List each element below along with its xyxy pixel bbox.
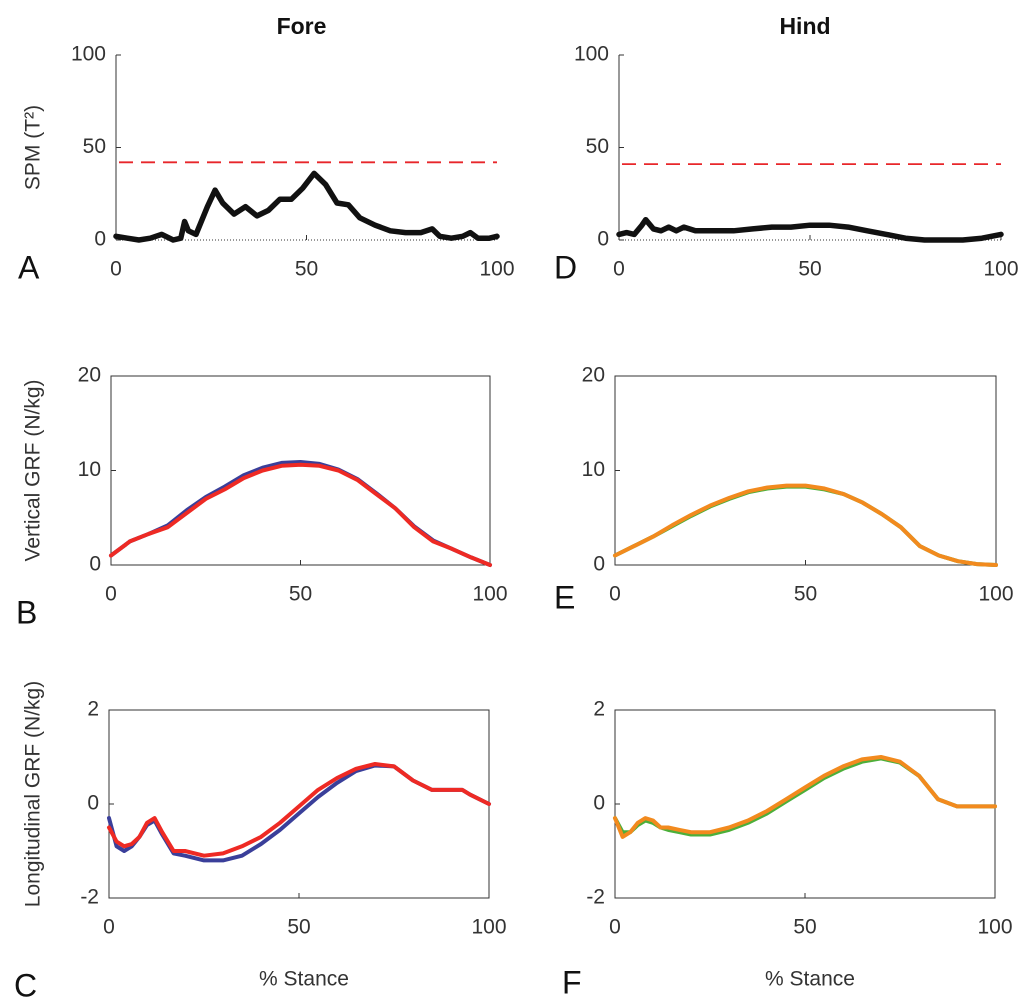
y-tick-label: 100 — [71, 43, 106, 66]
panel-letter: B — [16, 594, 37, 630]
plot-frame — [110, 375, 491, 566]
y-tick-label: 10 — [582, 458, 605, 481]
y-tick-label: 0 — [597, 228, 609, 251]
x-tick-label: 100 — [471, 916, 506, 939]
y-tick-label: 20 — [582, 364, 605, 387]
y-tick-label: 0 — [87, 792, 99, 815]
y-axis-label: Vertical GRF (N/kg) — [22, 379, 45, 561]
plot-frame — [614, 375, 997, 566]
data-line — [109, 462, 492, 567]
data-line — [107, 763, 491, 863]
x-tick-label: 100 — [472, 583, 507, 606]
x-tick-label: 0 — [110, 258, 122, 281]
x-tick-label: 100 — [978, 583, 1013, 606]
y-tick-label: 2 — [87, 698, 99, 721]
y-axis-label: Longitudinal GRF (N/kg) — [22, 681, 45, 907]
panel-letter: E — [554, 579, 575, 615]
x-tick-label: 50 — [289, 583, 312, 606]
x-tick-label: 50 — [798, 258, 821, 281]
data-line — [107, 762, 491, 858]
y-tick-label: -2 — [80, 886, 99, 909]
panel-title: Hind — [779, 13, 830, 39]
x-tick-label: 50 — [295, 258, 318, 281]
x-tick-label: 50 — [793, 916, 816, 939]
y-tick-label: 100 — [574, 43, 609, 66]
x-tick-label: 50 — [794, 583, 817, 606]
data-line — [113, 170, 500, 243]
plot-frame — [614, 709, 996, 899]
data-line — [616, 216, 1004, 243]
panel-letter: A — [18, 249, 40, 285]
y-tick-label: 0 — [94, 228, 106, 251]
y-tick-label: 10 — [78, 458, 101, 481]
data-line — [613, 755, 997, 839]
y-tick-label: -2 — [586, 886, 605, 909]
x-tick-label: 0 — [609, 583, 621, 606]
y-tick-label: 2 — [593, 698, 605, 721]
x-tick-label: 100 — [977, 916, 1012, 939]
y-tick-label: 20 — [78, 364, 101, 387]
panel-letter: C — [14, 967, 37, 999]
panel-title: Fore — [277, 13, 327, 39]
y-tick-label: 50 — [586, 135, 609, 158]
x-tick-label: 100 — [479, 258, 514, 281]
x-tick-label: 50 — [287, 916, 310, 939]
panel-letter: F — [562, 964, 582, 999]
x-tick-label: 0 — [609, 916, 621, 939]
x-axis-label: % Stance — [765, 968, 855, 991]
x-tick-label: 0 — [613, 258, 625, 281]
y-tick-label: 0 — [89, 553, 101, 576]
y-tick-label: 50 — [83, 135, 106, 158]
x-axis-label: % Stance — [259, 968, 349, 991]
data-line — [613, 483, 998, 567]
panel-letter: D — [554, 249, 577, 285]
y-tick-label: 0 — [593, 553, 605, 576]
y-axis-label: SPM (T²) — [22, 105, 45, 190]
data-line — [109, 460, 492, 567]
x-tick-label: 0 — [103, 916, 115, 939]
x-tick-label: 0 — [105, 583, 117, 606]
x-tick-label: 100 — [983, 258, 1018, 281]
y-tick-label: 0 — [593, 792, 605, 815]
